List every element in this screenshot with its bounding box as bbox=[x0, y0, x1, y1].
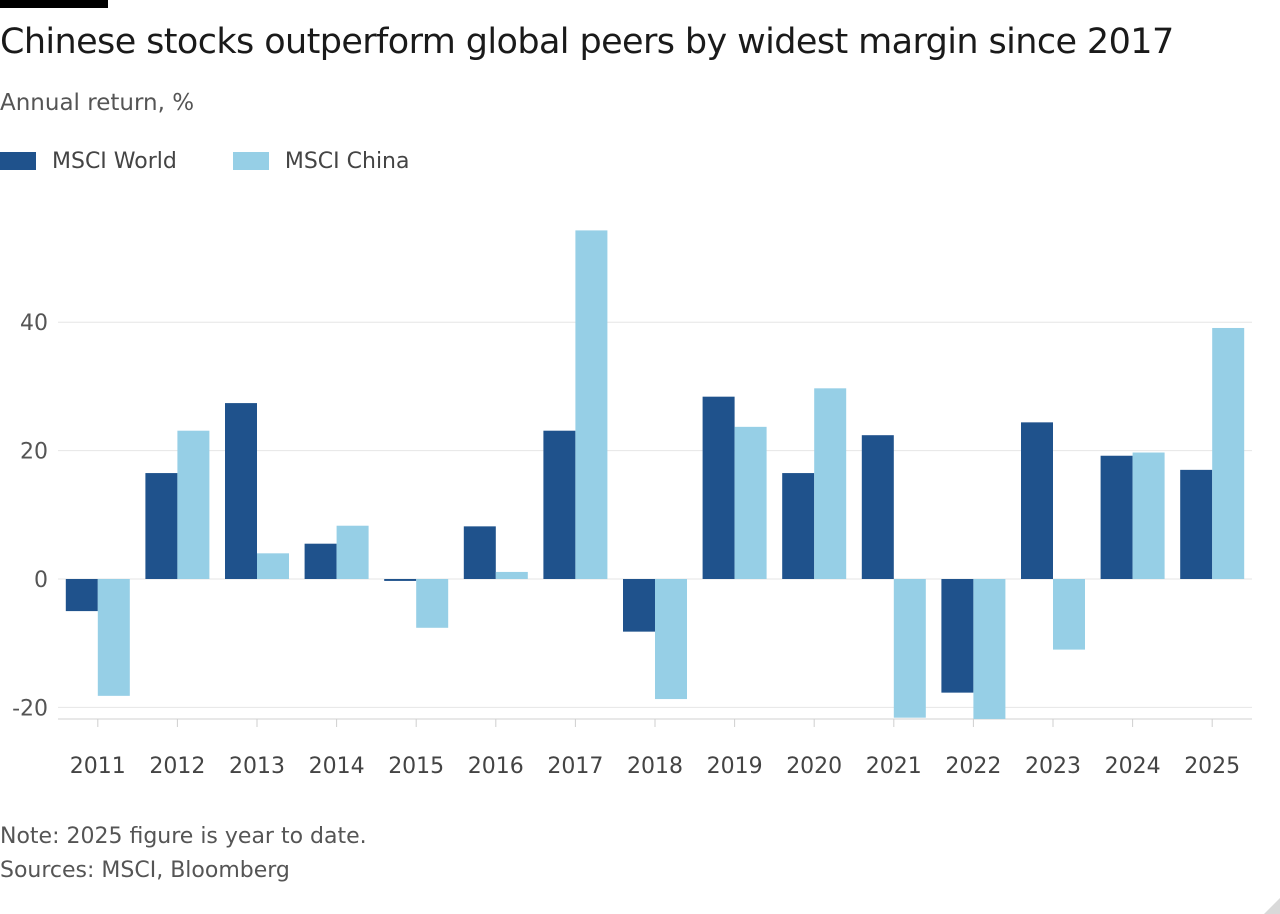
x-tick-label: 2018 bbox=[627, 754, 683, 779]
bar-world-2021 bbox=[861, 435, 894, 579]
bar-china-2018 bbox=[655, 579, 687, 700]
bar-world-2014 bbox=[304, 543, 337, 579]
x-tick-label: 2022 bbox=[945, 754, 1001, 779]
legend-label-china: MSCI China bbox=[284, 148, 410, 174]
x-tick-label: 2017 bbox=[547, 754, 603, 779]
chart-subtitle: Annual return, % bbox=[0, 90, 195, 116]
x-tick-label: 2015 bbox=[388, 754, 444, 779]
bar-china-2011 bbox=[97, 579, 130, 696]
bar-world-2025 bbox=[1180, 469, 1213, 579]
bar-china-2015 bbox=[416, 579, 449, 628]
x-tick-label: 2012 bbox=[149, 754, 205, 779]
brand-bar bbox=[0, 0, 108, 8]
bar-world-2013 bbox=[225, 403, 257, 579]
x-tick-label: 2013 bbox=[229, 754, 285, 779]
y-tick-label: 40 bbox=[20, 311, 48, 336]
bar-world-2016 bbox=[463, 526, 496, 579]
legend: MSCI World MSCI China bbox=[0, 146, 465, 176]
bar-world-2019 bbox=[702, 396, 735, 579]
legend-label-world: MSCI World bbox=[52, 148, 177, 174]
x-tick-label: 2016 bbox=[468, 754, 524, 779]
bar-china-2024 bbox=[1132, 452, 1165, 579]
x-tick-label: 2014 bbox=[309, 754, 365, 779]
chart-title: Chinese stocks outperform global peers b… bbox=[0, 22, 1174, 62]
bar-world-2023 bbox=[1021, 422, 1053, 579]
legend-swatch-world bbox=[0, 152, 36, 170]
bar-world-2022 bbox=[941, 579, 974, 693]
bar-china-2021 bbox=[893, 579, 926, 718]
x-tick-label: 2024 bbox=[1105, 754, 1161, 779]
bar-world-2018 bbox=[623, 579, 655, 632]
bar-world-2024 bbox=[1100, 455, 1133, 579]
legend-swatch-china bbox=[232, 152, 269, 170]
bar-china-2016 bbox=[495, 571, 528, 579]
bar-china-2014 bbox=[336, 525, 369, 579]
note-text: Note: 2025 figure is year to date. bbox=[0, 824, 367, 849]
x-tick-label: 2025 bbox=[1184, 754, 1240, 779]
bar-china-2017 bbox=[575, 230, 608, 580]
footnote: Note: 2025 figure is year to date. Sourc… bbox=[0, 820, 367, 888]
legend-item-world: MSCI World bbox=[0, 149, 177, 174]
bar-chart: -20 0 20 40 2011 2012 2013 2014 2015 2016 2017 2018… bbox=[12, 230, 1252, 779]
bar-world-2020 bbox=[782, 473, 815, 579]
bar-china-2013 bbox=[257, 553, 289, 579]
y-tick-label: 0 bbox=[34, 568, 48, 593]
x-tick-label: 2023 bbox=[1025, 754, 1081, 779]
bar-china-2020 bbox=[814, 388, 847, 579]
y-tick-label: -20 bbox=[12, 696, 48, 721]
x-tick-label: 2011 bbox=[70, 754, 126, 779]
bar-world-2011 bbox=[65, 579, 98, 612]
corner-mark bbox=[1264, 898, 1280, 914]
source-text: Sources: MSCI, Bloomberg bbox=[0, 858, 290, 883]
bar-world-2015 bbox=[384, 579, 417, 581]
bar-china-2012 bbox=[177, 430, 210, 579]
bar-world-2012 bbox=[145, 473, 178, 579]
bar-world-2017 bbox=[543, 430, 576, 579]
x-tick-label: 2021 bbox=[866, 754, 922, 779]
bar-china-2019 bbox=[734, 426, 767, 579]
bar-china-2023 bbox=[1053, 579, 1085, 650]
y-tick-label: 20 bbox=[20, 440, 48, 465]
x-tick-label: 2019 bbox=[707, 754, 763, 779]
bar-china-2025 bbox=[1212, 327, 1245, 579]
legend-item-china: MSCI China bbox=[232, 148, 410, 174]
x-tick-label: 2020 bbox=[786, 754, 842, 779]
bar-china-2022 bbox=[973, 579, 1006, 719]
